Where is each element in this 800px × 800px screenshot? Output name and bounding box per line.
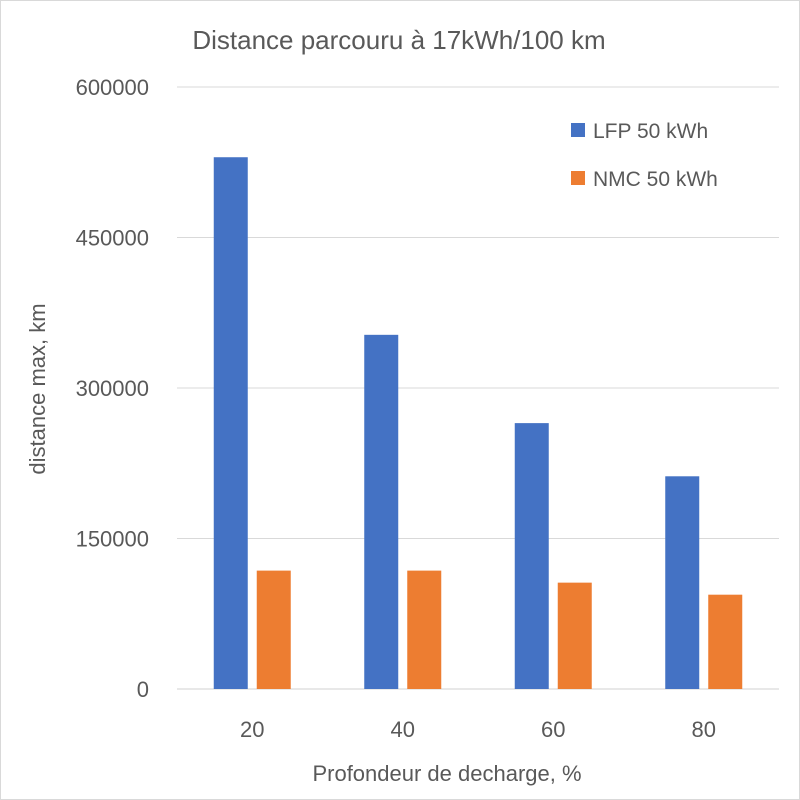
bar-nmc-60: [557, 582, 592, 689]
y-tick-label: 0: [137, 677, 149, 702]
bar-lfp-80: [665, 476, 700, 689]
y-tick-label: 150000: [76, 527, 149, 552]
bars: [213, 157, 743, 689]
bar-lfp-40: [364, 334, 399, 689]
legend-swatch-nmc: [571, 171, 585, 185]
legend: LFP 50 kWh NMC 50 kWh: [571, 120, 718, 191]
legend-label-nmc: NMC 50 kWh: [593, 168, 718, 191]
chart-title: Distance parcouru à 17kWh/100 km: [192, 25, 605, 55]
x-tick-label: 40: [391, 717, 415, 742]
y-tick-label: 450000: [76, 226, 149, 251]
y-tick-labels: 0 150000 300000 450000 600000: [76, 75, 149, 702]
bar-lfp-60: [514, 423, 549, 689]
bar-lfp-20: [213, 157, 248, 689]
legend-swatch-lfp: [571, 123, 585, 137]
bar-nmc-40: [407, 570, 442, 689]
x-tick-labels: 20 40 60 80: [240, 717, 716, 742]
x-axis-label: Profondeur de decharge, %: [312, 761, 581, 786]
legend-label-lfp: LFP 50 kWh: [593, 120, 708, 143]
y-tick-label: 600000: [76, 75, 149, 100]
y-tick-label: 300000: [76, 376, 149, 401]
x-tick-label: 60: [541, 717, 565, 742]
y-axis-label: distance max, km: [25, 303, 50, 474]
x-tick-label: 80: [692, 717, 716, 742]
bar-nmc-80: [708, 594, 743, 689]
x-tick-label: 20: [240, 717, 264, 742]
bar-nmc-20: [256, 570, 291, 689]
